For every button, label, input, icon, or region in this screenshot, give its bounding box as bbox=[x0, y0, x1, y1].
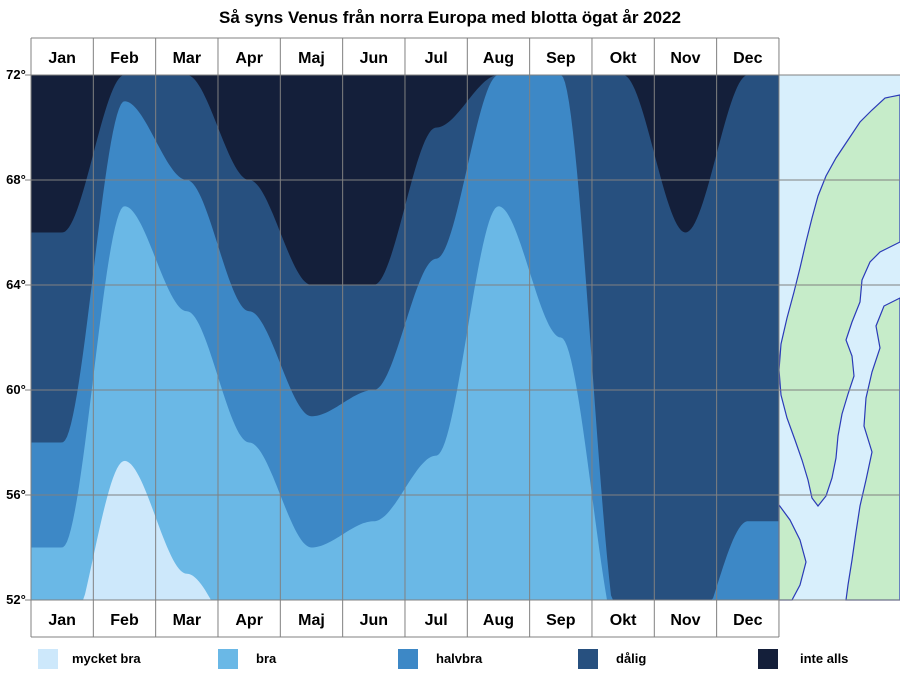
lat-tick-label: 56° bbox=[6, 487, 26, 502]
month-label-bottom: Jan bbox=[48, 612, 76, 629]
heat-level-mycket-bra bbox=[31, 460, 779, 600]
month-label-top: Nov bbox=[670, 50, 700, 67]
legend-swatch-halvbra bbox=[398, 649, 418, 669]
legend-label-bra: bra bbox=[256, 651, 277, 666]
axis-labels: Jan Jan Feb Feb Mar Mar Apr Apr Maj Maj Jun Jun Jul J… bbox=[6, 50, 762, 629]
month-label-bottom: Apr bbox=[235, 612, 263, 629]
month-label-top: Jan bbox=[48, 50, 76, 67]
month-label-top: Dec bbox=[733, 50, 762, 67]
month-label-bottom: Nov bbox=[670, 612, 700, 629]
month-label-top: Apr bbox=[235, 50, 263, 67]
map-land-east bbox=[845, 297, 900, 601]
legend-label-dalig: dålig bbox=[616, 651, 647, 666]
legend-label-halvbra: halvbra bbox=[436, 651, 483, 666]
month-label-top: Jun bbox=[360, 50, 388, 67]
month-label-bottom: Aug bbox=[483, 612, 514, 629]
chart-title: Så syns Venus från norra Europa med blot… bbox=[219, 8, 681, 27]
lat-tick-label: 60° bbox=[6, 382, 26, 397]
month-label-bottom: Okt bbox=[610, 612, 637, 629]
month-label-top: Mar bbox=[173, 50, 201, 67]
lat-tick-label: 52° bbox=[6, 592, 26, 607]
month-label-bottom: Feb bbox=[110, 612, 139, 629]
lat-tick-label: 72° bbox=[6, 67, 26, 82]
month-label-top: Feb bbox=[110, 50, 139, 67]
month-label-bottom: Maj bbox=[298, 612, 325, 629]
legend-swatch-bra bbox=[218, 649, 238, 669]
legend-swatch-mycket-bra bbox=[38, 649, 58, 669]
map-land bbox=[778, 94, 900, 507]
month-label-top: Sep bbox=[546, 50, 576, 67]
month-label-top: Okt bbox=[610, 50, 637, 67]
month-label-bottom: Mar bbox=[173, 612, 201, 629]
lat-tick-label: 68° bbox=[6, 172, 26, 187]
grid-lines bbox=[25, 37, 900, 638]
month-label-top: Maj bbox=[298, 50, 325, 67]
legend-swatch-dalig bbox=[578, 649, 598, 669]
legend-label-mycket-bra: mycket bra bbox=[72, 651, 141, 666]
scandinavia-map bbox=[778, 75, 900, 601]
month-label-bottom: Jun bbox=[360, 612, 388, 629]
month-label-top: Aug bbox=[483, 50, 514, 67]
legend-label-inte-alls: inte alls bbox=[800, 651, 849, 666]
month-label-bottom: Sep bbox=[546, 612, 576, 629]
legend-swatch-inte-alls bbox=[758, 649, 778, 669]
month-label-top: Jul bbox=[425, 50, 448, 67]
lat-tick-label: 64° bbox=[6, 277, 26, 292]
month-label-bottom: Jul bbox=[425, 612, 448, 629]
month-label-bottom: Dec bbox=[733, 612, 762, 629]
